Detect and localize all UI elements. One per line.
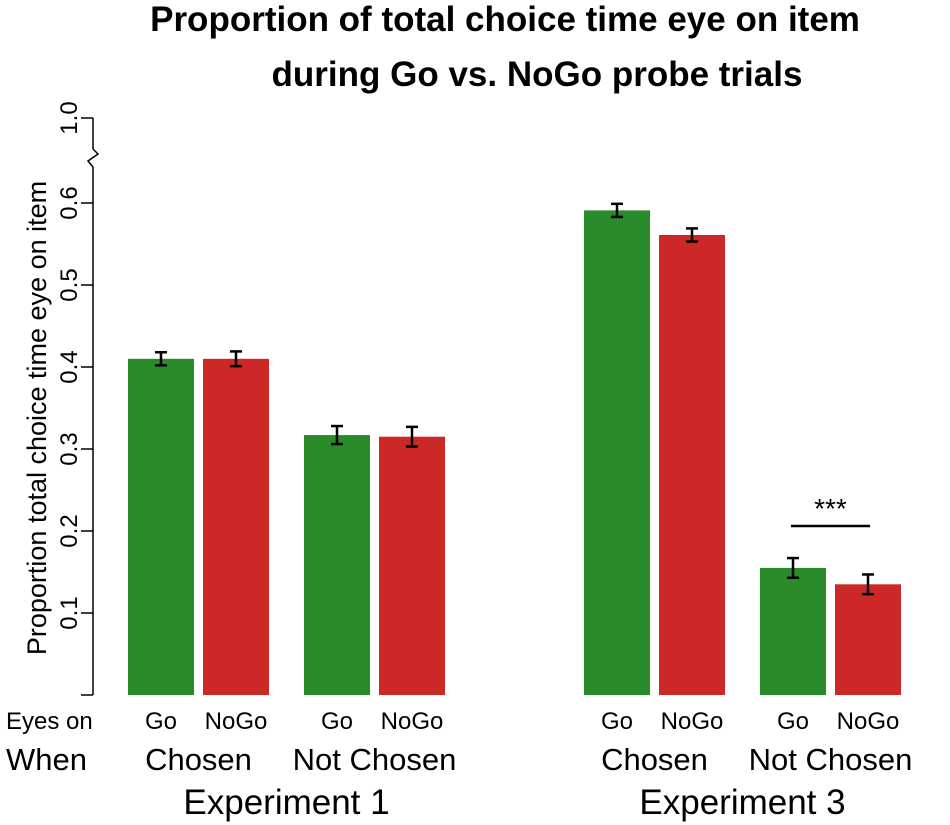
chart-title-line-2: during Go vs. NoGo probe trials <box>272 55 803 94</box>
condition-label: Go <box>601 708 633 735</box>
group-label: Not Chosen <box>293 742 457 777</box>
y-tick-label: 0.4 <box>56 350 83 383</box>
y-axis-label: Proportion total choice time eye on item <box>22 181 52 655</box>
y-tick-label: 0.5 <box>56 268 83 301</box>
y-axis-break <box>86 148 100 168</box>
y-axis: 0.1 0.2 0.3 0.4 0.5 0.6 1.0 <box>56 101 100 696</box>
bar-experiment-3-not-chosen-go <box>760 567 826 695</box>
bar-experiment-3-chosen-go <box>584 210 650 695</box>
condition-label: NoGo <box>381 708 444 735</box>
condition-label: NoGo <box>837 708 900 735</box>
row-label-eyes-on: Eyes on <box>6 708 93 735</box>
bar-experiment-1-chosen-go <box>128 358 194 695</box>
group-label: Chosen <box>145 742 252 777</box>
bar-experiment-3-chosen-nogo <box>659 234 725 696</box>
y-tick-label: 0.6 <box>56 186 83 219</box>
group-label: Not Chosen <box>749 742 913 777</box>
chart-title-line-1: Proportion of total choice time eye on i… <box>150 0 860 39</box>
condition-label: Go <box>777 708 809 735</box>
group-label: Chosen <box>601 742 708 777</box>
bar-experiment-1-chosen-nogo <box>203 358 269 695</box>
condition-label: NoGo <box>205 708 268 735</box>
y-tick-label: 0.3 <box>56 432 83 465</box>
bar-experiment-3-not-chosen-nogo <box>835 584 901 695</box>
y-tick-label: 0.2 <box>56 514 83 547</box>
bar-experiment-1-not-chosen-nogo <box>379 436 445 695</box>
condition-label: Go <box>145 708 177 735</box>
experiment-label: Experiment 3 <box>639 783 845 822</box>
row-label-when: When <box>6 742 87 777</box>
labels-layer: Go NoGo Chosen Go NoGo Not Chosen Experiment 1… <box>145 493 912 822</box>
y-tick-label: 0.1 <box>56 596 83 629</box>
bars-layer <box>128 202 901 696</box>
bar-experiment-1-not-chosen-go <box>304 435 370 695</box>
condition-label: Go <box>321 708 353 735</box>
condition-label: NoGo <box>661 708 724 735</box>
significance-stars: *** <box>814 493 847 524</box>
y-tick-label-break: 1.0 <box>56 101 83 134</box>
experiment-label: Experiment 1 <box>183 783 389 822</box>
